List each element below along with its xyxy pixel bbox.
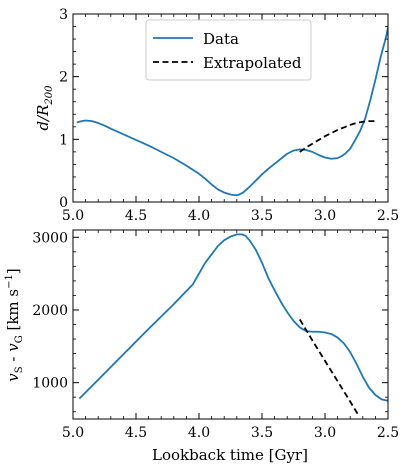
bottom-plot-area	[78, 233, 388, 417]
top-ticks: 5.0 4.5 4.0 3.5 3.0 2.5 0 1 2 3	[59, 7, 399, 224]
legend-label-extrapolated: Extrapolated	[203, 54, 302, 72]
top-xtick-label: 4.5	[125, 208, 147, 224]
legend: Data Extrapolated	[145, 19, 312, 81]
bottom-ytick-label: 2000	[32, 303, 68, 319]
legend-frame	[145, 19, 312, 81]
legend-label-data: Data	[203, 30, 239, 48]
top-ytick-label: 2	[59, 70, 68, 86]
top-xtick-label: 5.0	[62, 208, 84, 224]
bottom-xtick-label: 4.5	[125, 425, 147, 441]
top-ytick-label: 0	[59, 195, 68, 211]
top-axes-frame	[72, 13, 389, 203]
bottom-axes-frame	[72, 229, 389, 420]
bottom-xtick-label: 2.5	[377, 425, 399, 441]
top-xtick-label: 4.0	[188, 208, 210, 224]
top-ytick-label: 3	[59, 7, 68, 23]
top-xtick-label: 2.5	[377, 208, 399, 224]
bottom-panel: 5.0 4.5 4.0 3.5 3.0 2.5 1000 2000 3000 vS - vG […	[4, 229, 399, 464]
bottom-xtick-label: 5.0	[62, 425, 84, 441]
bottom-xtick-label: 3.5	[251, 425, 273, 441]
bottom-ytick-label: 1000	[32, 376, 68, 392]
bottom-xlabel: Lookback time [Gyr]	[152, 446, 308, 464]
top-series-extrapolated-line	[299, 120, 376, 153]
bottom-xtick-label: 3.0	[314, 425, 336, 441]
bottom-ticks: 5.0 4.5 4.0 3.5 3.0 2.5 1000 2000 3000	[32, 230, 399, 441]
top-xtick-label: 3.5	[251, 208, 273, 224]
top-plot-area	[76, 27, 388, 197]
top-xtick-label: 3.0	[314, 208, 336, 224]
bottom-series-dashed-line	[299, 318, 360, 417]
top-series-data-line	[76, 27, 388, 197]
bottom-ylabel: vS - vG [km s−1]	[4, 268, 25, 381]
bottom-ytick-label: 3000	[32, 230, 68, 246]
top-panel: 5.0 4.5 4.0 3.5 3.0 2.5 0 1 2 3 d/R200 Data Extra…	[34, 7, 399, 224]
bottom-xtick-label: 4.0	[188, 425, 210, 441]
top-ylabel: d/R200	[34, 85, 55, 131]
top-ytick-label: 1	[59, 132, 68, 148]
bottom-series-solid-line	[78, 233, 388, 402]
